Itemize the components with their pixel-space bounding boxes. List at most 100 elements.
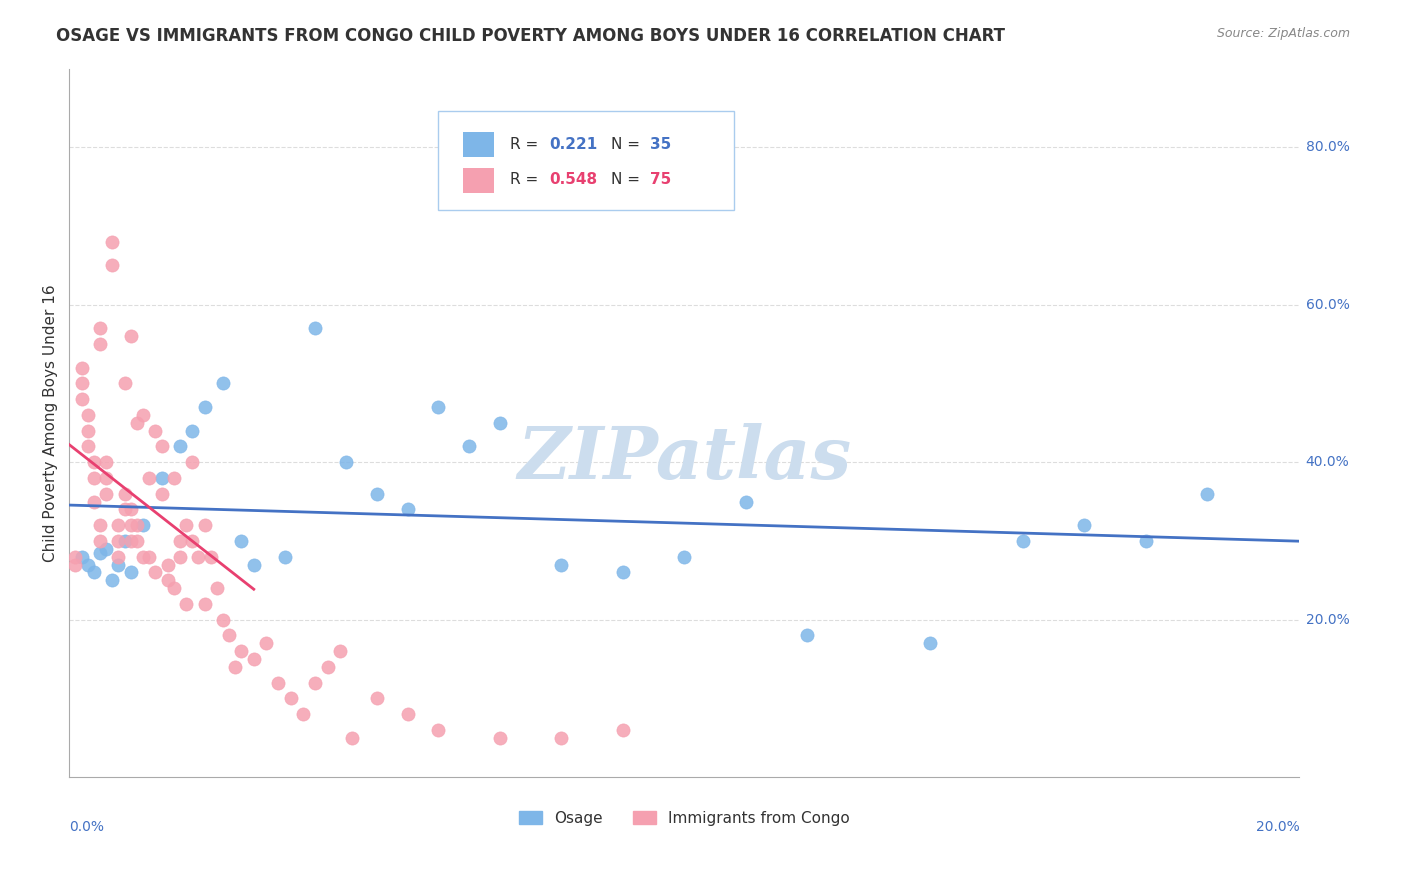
Point (1197, 486, 1219, 500)
Point (181, 533, 204, 548)
Point (218, 628, 240, 642)
Point (89, 337, 111, 351)
Point (1011, 533, 1033, 548)
Point (76, 408, 98, 422)
Point (550, 731, 572, 745)
Point (101, 259, 124, 273)
Point (138, 549, 160, 564)
Point (125, 533, 148, 548)
Point (169, 533, 191, 548)
Point (120, 566, 142, 580)
Point (83, 455, 105, 469)
Point (76, 424, 98, 438)
Point (150, 486, 173, 500)
Point (550, 558, 572, 572)
Point (101, 574, 124, 588)
Point (335, 455, 357, 469)
Point (125, 416, 148, 430)
Point (174, 518, 197, 533)
Point (1135, 533, 1157, 548)
Point (107, 549, 129, 564)
Point (174, 597, 197, 611)
Point (89, 321, 111, 335)
Point (163, 471, 186, 485)
Point (94, 455, 117, 469)
Point (156, 558, 179, 572)
Point (125, 518, 148, 533)
Point (340, 731, 363, 745)
Point (114, 376, 136, 391)
Point (169, 549, 191, 564)
Point (169, 440, 191, 454)
Point (83, 566, 105, 580)
Point (458, 440, 481, 454)
Point (138, 471, 160, 485)
Point (224, 660, 246, 674)
Point (1073, 518, 1095, 533)
Point (70, 549, 93, 564)
Point (193, 518, 215, 533)
Text: 20.0%: 20.0% (1306, 613, 1350, 627)
Point (187, 549, 209, 564)
Point (212, 376, 235, 391)
Text: Source: ZipAtlas.com: Source: ZipAtlas.com (1216, 27, 1350, 40)
Point (89, 518, 111, 533)
Text: 40.0%: 40.0% (1306, 455, 1350, 469)
Point (316, 660, 339, 674)
Point (70, 376, 93, 391)
Point (181, 455, 204, 469)
Text: 0.0%: 0.0% (69, 820, 104, 834)
Point (94, 541, 117, 556)
Point (143, 424, 166, 438)
Point (181, 424, 204, 438)
Point (673, 549, 696, 564)
Point (150, 440, 173, 454)
Point (366, 691, 388, 706)
Point (76, 558, 98, 572)
Point (114, 502, 136, 516)
Point (396, 707, 419, 722)
Point (280, 691, 302, 706)
FancyBboxPatch shape (439, 111, 734, 211)
Point (920, 636, 942, 650)
Text: N =: N = (610, 136, 644, 152)
Text: 0.548: 0.548 (548, 172, 598, 187)
Point (212, 613, 235, 627)
Point (796, 628, 818, 642)
Point (254, 636, 277, 650)
Point (427, 723, 450, 737)
Point (70, 392, 93, 407)
Point (114, 486, 136, 500)
Point (89, 533, 111, 548)
Point (107, 518, 129, 533)
Point (242, 558, 264, 572)
Point (427, 400, 450, 414)
Point (76, 440, 98, 454)
Point (132, 518, 155, 533)
Text: 20.0%: 20.0% (1256, 820, 1299, 834)
Point (132, 549, 155, 564)
Point (120, 518, 142, 533)
Point (200, 549, 222, 564)
Y-axis label: Child Poverty Among Boys Under 16: Child Poverty Among Boys Under 16 (44, 284, 58, 562)
Point (366, 486, 388, 500)
Point (488, 731, 510, 745)
Text: 60.0%: 60.0% (1306, 298, 1350, 311)
Point (612, 566, 634, 580)
Text: N =: N = (610, 172, 644, 187)
Text: 35: 35 (650, 136, 671, 152)
Point (83, 471, 105, 485)
Point (193, 400, 215, 414)
Text: 75: 75 (650, 172, 671, 187)
Text: OSAGE VS IMMIGRANTS FROM CONGO CHILD POVERTY AMONG BOYS UNDER 16 CORRELATION CHA: OSAGE VS IMMIGRANTS FROM CONGO CHILD POV… (56, 27, 1005, 45)
Point (150, 471, 173, 485)
Point (107, 558, 129, 572)
Text: 0.221: 0.221 (548, 136, 598, 152)
Point (65, 558, 87, 572)
Point (101, 235, 124, 249)
Point (329, 644, 352, 658)
Point (304, 321, 326, 335)
Point (734, 494, 756, 508)
Point (143, 566, 166, 580)
Point (120, 533, 142, 548)
